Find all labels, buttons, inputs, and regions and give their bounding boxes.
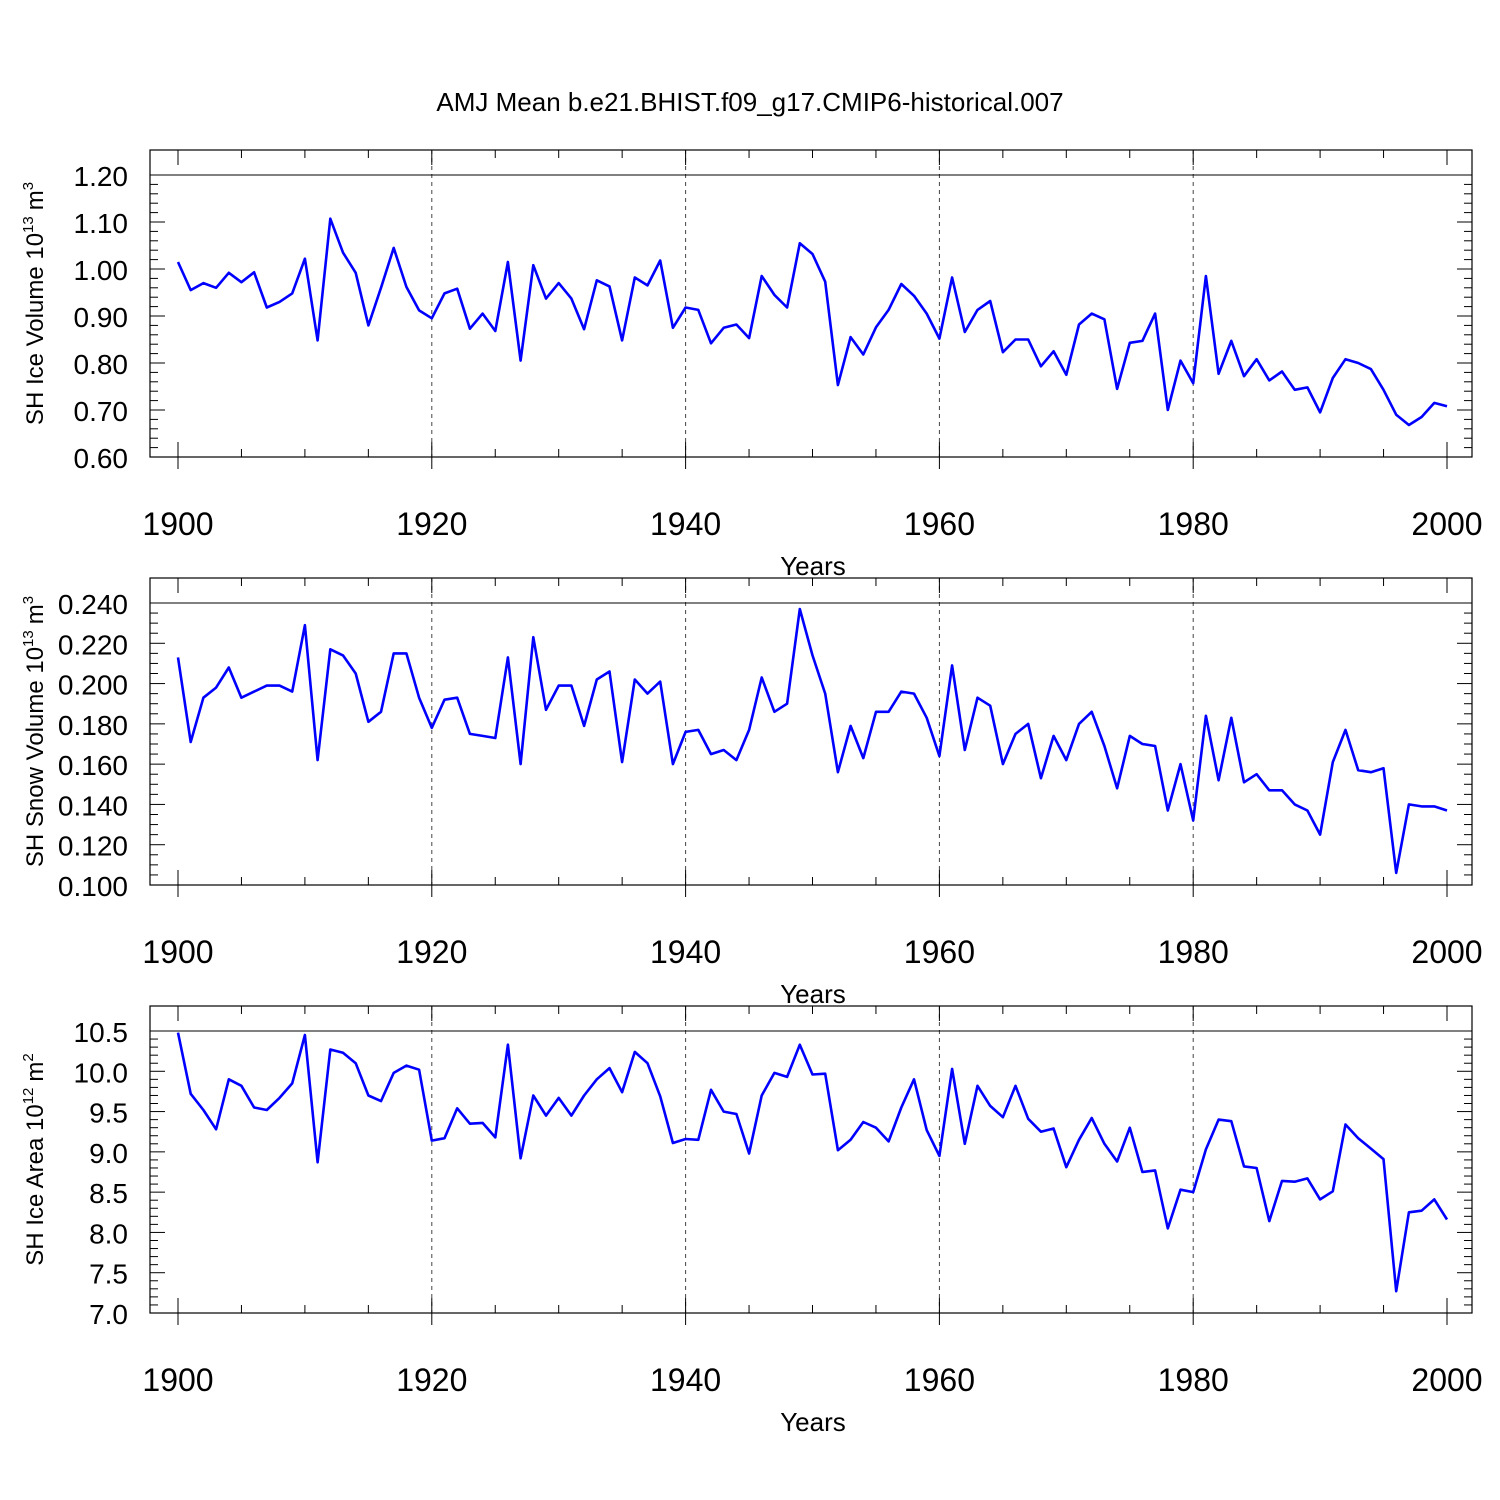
y-tick-label: 9.0 bbox=[89, 1138, 128, 1169]
panel-1: 1900 1920 1940 1960 1980 2000 0.60 0.70 0.80 0.90… bbox=[20, 149, 1483, 581]
series-line bbox=[176, 217, 1448, 427]
y-tick-label: 1.00 bbox=[74, 255, 129, 286]
x-tick-label: 2000 bbox=[1411, 506, 1482, 542]
y-tick-label: 10.5 bbox=[74, 1017, 129, 1048]
plot-frame bbox=[149, 577, 1473, 886]
y-tick-label: 1.20 bbox=[74, 161, 129, 192]
x-tick-label: 1900 bbox=[142, 1362, 213, 1398]
y-axis-label: SH Snow Volume 1013 m3 bbox=[20, 596, 49, 867]
y-tick-label: 9.5 bbox=[89, 1098, 128, 1129]
y-axis-label-text: SH Snow Volume 10 bbox=[22, 647, 49, 867]
x-axis-label: Years bbox=[780, 979, 846, 1009]
x-tick-label: 1960 bbox=[904, 1362, 975, 1398]
y-tick-label: 0.90 bbox=[74, 302, 129, 333]
y-axis-label-exponent: 13 bbox=[20, 630, 37, 647]
x-tick-label: 2000 bbox=[1411, 1362, 1482, 1398]
series-line bbox=[176, 1032, 1449, 1293]
x-tick-label: 1920 bbox=[396, 1362, 467, 1398]
y-tick-label: 0.100 bbox=[58, 871, 128, 902]
y-axis-label-exponent: 13 bbox=[20, 216, 37, 233]
y-tick-label: 0.80 bbox=[74, 349, 129, 380]
x-axis-label: Years bbox=[780, 551, 846, 581]
panel-2: 1900 1920 1940 1960 1980 2000 0.100 0.120 0.140 0… bbox=[20, 577, 1483, 1009]
chart-title: AMJ Mean b.e21.BHIST.f09_g17.CMIP6-histo… bbox=[436, 87, 1063, 117]
y-tick-label: 7.0 bbox=[89, 1299, 128, 1330]
y-axis-label-text: SH Ice Volume 10 bbox=[22, 233, 49, 425]
x-tick-label: 2000 bbox=[1411, 934, 1482, 970]
y-axis-label-unit: m bbox=[22, 190, 49, 210]
y-tick-label: 0.160 bbox=[58, 750, 128, 781]
y-tick-label: 0.140 bbox=[58, 790, 128, 821]
y-tick-label: 0.240 bbox=[58, 589, 128, 620]
x-tick-label: 1960 bbox=[904, 506, 975, 542]
y-tick-label: 0.220 bbox=[58, 629, 128, 660]
x-tick-label: 1920 bbox=[396, 934, 467, 970]
x-tick-label: 1920 bbox=[396, 506, 467, 542]
y-axis-label-unit: m bbox=[22, 604, 49, 624]
x-tick-label: 1940 bbox=[650, 934, 721, 970]
panel-3: 1900 1920 1940 1960 1980 2000 7.0 7.5 8.0 8.5 9.0 9… bbox=[20, 1005, 1483, 1437]
x-tick-label: 1960 bbox=[904, 934, 975, 970]
series-line bbox=[176, 607, 1448, 875]
y-axis-label: SH Ice Volume 1013 m3 bbox=[20, 182, 49, 425]
y-axis-label-exponent: 12 bbox=[20, 1088, 37, 1105]
x-tick-label: 1940 bbox=[650, 1362, 721, 1398]
y-axis-label-unit: m bbox=[22, 1062, 49, 1082]
y-tick-label: 8.0 bbox=[89, 1218, 128, 1249]
y-axis-label-unit-exponent: 3 bbox=[20, 182, 37, 190]
y-tick-label: 0.120 bbox=[58, 831, 128, 862]
x-tick-label: 1980 bbox=[1158, 1362, 1229, 1398]
y-tick-label: 7.5 bbox=[89, 1259, 128, 1290]
y-tick-label: 10.0 bbox=[74, 1057, 129, 1088]
y-axis-label: SH Ice Area 1012 m2 bbox=[20, 1053, 49, 1265]
x-tick-label: 1980 bbox=[1158, 934, 1229, 970]
x-tick-label: 1940 bbox=[650, 506, 721, 542]
y-tick-label: 0.200 bbox=[58, 670, 128, 701]
x-axis-label: Years bbox=[780, 1407, 846, 1437]
y-axis-label-text: SH Ice Area 10 bbox=[22, 1104, 49, 1265]
x-tick-label: 1900 bbox=[142, 934, 213, 970]
y-tick-label: 0.60 bbox=[74, 443, 129, 474]
y-tick-label: 0.180 bbox=[58, 710, 128, 741]
y-axis-label-unit-exponent: 3 bbox=[20, 596, 37, 604]
y-axis-label-unit-exponent: 2 bbox=[20, 1053, 37, 1061]
y-tick-label: 8.5 bbox=[89, 1178, 128, 1209]
y-tick-label: 1.10 bbox=[74, 208, 129, 239]
x-tick-label: 1980 bbox=[1158, 506, 1229, 542]
x-tick-label: 1900 bbox=[142, 506, 213, 542]
plot-frame bbox=[149, 149, 1473, 458]
y-tick-label: 0.70 bbox=[74, 396, 129, 427]
plot-frame bbox=[149, 1005, 1473, 1314]
